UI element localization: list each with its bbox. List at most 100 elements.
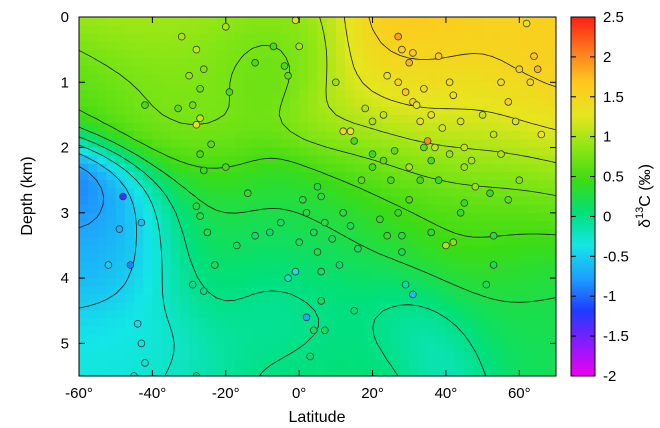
heat-cell [280, 286, 291, 296]
heat-cell [528, 278, 539, 287]
heat-cell [455, 57, 465, 67]
heat-cell [326, 367, 337, 376]
heat-cell [225, 261, 236, 271]
heat-cell [363, 229, 374, 238]
heat-cell [372, 180, 383, 189]
heat-cell [79, 204, 89, 214]
heat-cell [207, 302, 218, 312]
heat-cell [335, 204, 346, 214]
contour-line [319, 17, 556, 164]
heat-cell [115, 196, 126, 206]
heat-cell [198, 310, 209, 320]
heat-cell [354, 327, 364, 336]
heat-cell [491, 343, 502, 353]
heat-cell [354, 278, 364, 287]
heat-cell [482, 49, 493, 59]
heat-cell [546, 188, 556, 198]
heat-cell [152, 49, 163, 59]
heat-cell [134, 294, 144, 304]
heat-cell [354, 147, 364, 157]
heat-cell [317, 90, 328, 100]
heat-cell [354, 74, 364, 83]
heat-cell [482, 98, 493, 108]
heat-cell [134, 65, 144, 75]
heat-cell [528, 359, 539, 369]
heat-cell [244, 123, 254, 132]
heat-cell [124, 318, 135, 328]
heat-cell [271, 335, 282, 344]
heat-cell [152, 229, 163, 238]
heat-cell [216, 286, 227, 296]
heat-cell [115, 335, 126, 344]
heat-cell [381, 82, 392, 92]
heat-cell [234, 57, 245, 67]
heat-cell [234, 261, 245, 271]
heat-cell [455, 155, 465, 165]
heat-cell [354, 25, 364, 34]
heat-cell [216, 65, 227, 75]
heat-cell [427, 359, 438, 369]
heat-cell [161, 25, 172, 34]
heat-cell [234, 204, 245, 214]
heat-cell [207, 310, 218, 320]
heat-cell [97, 82, 108, 92]
heat-cell [482, 90, 493, 100]
heat-cell [299, 318, 309, 328]
heat-cell [445, 220, 456, 230]
heat-cell [289, 155, 300, 165]
heat-cell [528, 90, 539, 100]
heat-cell [464, 163, 475, 173]
heat-cell [179, 57, 190, 67]
heat-cell [445, 286, 456, 296]
heat-cell [345, 33, 355, 43]
heat-cell [189, 147, 199, 157]
heat-cell [335, 33, 346, 43]
heat-cell [299, 57, 309, 67]
heat-cell [198, 123, 209, 132]
heat-cell [335, 106, 346, 116]
heat-cell [400, 220, 410, 230]
heat-cell [482, 359, 493, 369]
heat-cell [546, 229, 556, 238]
heat-cell [88, 327, 98, 336]
heat-cell [372, 41, 383, 51]
heat-cell [400, 196, 410, 206]
heat-cell [271, 114, 282, 124]
heat-cell [244, 74, 254, 83]
heat-cell [179, 188, 190, 198]
heat-cell [317, 359, 328, 369]
heat-cell [500, 327, 511, 336]
heat-cell [225, 220, 236, 230]
heat-cell [317, 335, 328, 344]
heat-cell [207, 114, 218, 124]
heat-cell [519, 74, 530, 83]
heat-cell [473, 237, 484, 247]
heat-cell [372, 278, 383, 287]
heat-cell [464, 302, 475, 312]
sample-point [203, 228, 212, 237]
heat-cell [317, 82, 328, 92]
heat-cell [253, 245, 264, 255]
heat-cell [198, 180, 209, 189]
heat-cell [280, 114, 291, 124]
heat-cell [179, 74, 190, 83]
heat-cell [161, 106, 172, 116]
heat-cell [381, 294, 392, 304]
heat-cell [124, 286, 135, 296]
sample-point [438, 124, 447, 132]
heat-cell [491, 278, 502, 287]
heat-cell [546, 106, 556, 116]
heat-cell [234, 220, 245, 230]
heat-cell [473, 261, 484, 271]
heat-cell [161, 212, 172, 222]
heat-cell [143, 351, 153, 361]
heat-cell [289, 180, 300, 189]
heat-cell [216, 131, 227, 140]
heat-cell [124, 25, 135, 34]
heat-cell [280, 269, 291, 279]
sample-point [200, 287, 208, 295]
sample-point [126, 261, 135, 269]
heat-cell [427, 367, 438, 376]
heat-cell [79, 245, 89, 255]
heat-cell [528, 188, 539, 198]
